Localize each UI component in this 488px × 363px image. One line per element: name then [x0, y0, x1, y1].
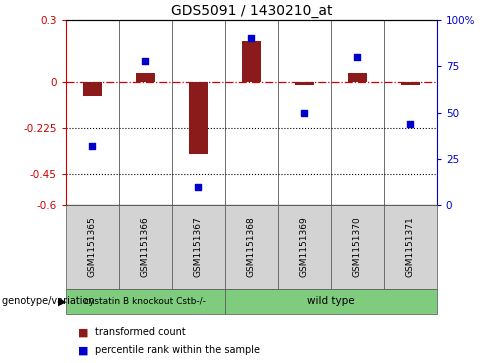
- Bar: [83, 82, 102, 96]
- Bar: [225, 205, 278, 289]
- Bar: [136, 73, 155, 82]
- Bar: [225, 289, 437, 314]
- Point: [407, 121, 414, 127]
- Title: GDS5091 / 1430210_at: GDS5091 / 1430210_at: [171, 4, 332, 17]
- Bar: [384, 205, 437, 289]
- Text: genotype/variation: genotype/variation: [2, 296, 98, 306]
- Bar: [242, 41, 261, 82]
- Point: [301, 110, 308, 115]
- Bar: [348, 73, 366, 82]
- Text: percentile rank within the sample: percentile rank within the sample: [95, 345, 260, 355]
- Text: GSM1151368: GSM1151368: [247, 216, 256, 277]
- Text: ■: ■: [78, 345, 89, 355]
- Bar: [119, 205, 172, 289]
- Text: wild type: wild type: [307, 296, 355, 306]
- Text: ▶: ▶: [58, 296, 66, 306]
- Bar: [401, 82, 420, 85]
- Text: transformed count: transformed count: [95, 327, 186, 337]
- Bar: [331, 205, 384, 289]
- Point: [247, 36, 255, 41]
- Text: GSM1151367: GSM1151367: [194, 216, 203, 277]
- Bar: [172, 205, 225, 289]
- Text: GSM1151365: GSM1151365: [88, 216, 97, 277]
- Bar: [66, 289, 225, 314]
- Text: GSM1151371: GSM1151371: [406, 216, 415, 277]
- Point: [88, 143, 96, 149]
- Text: GSM1151370: GSM1151370: [353, 216, 362, 277]
- Text: cystatin B knockout Cstb-/-: cystatin B knockout Cstb-/-: [84, 297, 206, 306]
- Point: [194, 184, 202, 189]
- Bar: [189, 82, 207, 154]
- Text: ■: ■: [78, 327, 89, 337]
- Bar: [278, 205, 331, 289]
- Bar: [295, 82, 314, 85]
- Bar: [66, 205, 119, 289]
- Text: GSM1151366: GSM1151366: [141, 216, 150, 277]
- Point: [142, 58, 149, 64]
- Text: GSM1151369: GSM1151369: [300, 216, 309, 277]
- Point: [353, 54, 361, 60]
